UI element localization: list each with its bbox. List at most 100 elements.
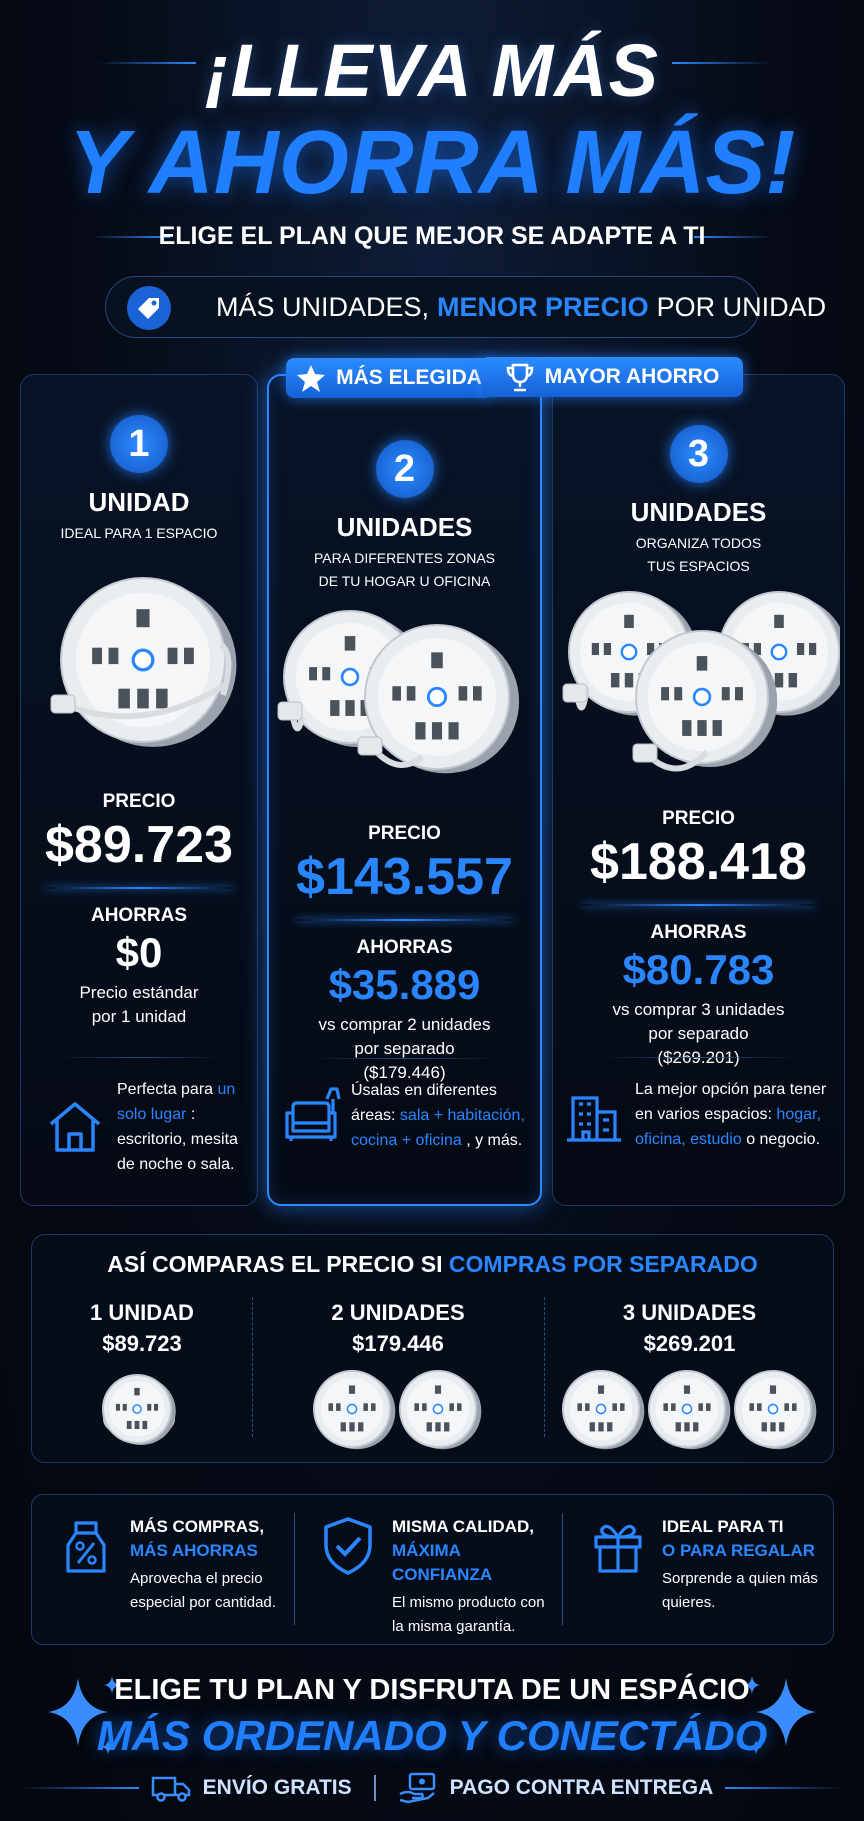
glow-divider	[582, 904, 815, 906]
savings-label: AHORRAS	[90, 905, 188, 926]
description-text: La mejor opción para tener en varios esp…	[635, 1077, 828, 1152]
plan-card: 1 UNIDAD IDEAL PARA 1 ESPACIO PRECIO $89.72…	[20, 374, 258, 1206]
price-label: PRECIO	[368, 823, 441, 844]
price: $143.557	[296, 848, 513, 906]
comparison-title: ASÍ COMPARAS EL PRECIO SI COMPRAS POR SE…	[32, 1251, 833, 1278]
plan-subtitle-line: TUS ESPACIOS	[647, 558, 750, 574]
comparison-item: 1 UNIDAD $89.723	[32, 1297, 252, 1461]
benefit-description: Aprovecha el precio especial por cantida…	[130, 1570, 276, 1611]
savings: $0	[115, 929, 163, 976]
benefit-icon	[324, 1517, 372, 1575]
benefit-icon	[66, 1521, 106, 1573]
savings-label: AHORRAS	[650, 922, 747, 943]
payment-icon	[399, 1772, 435, 1804]
product-image	[277, 610, 520, 774]
truck-icon	[151, 1776, 190, 1802]
plan-description: La mejor opción para tener en varios esp…	[563, 1077, 834, 1152]
price-label: PRECIO	[102, 791, 176, 812]
comparison-price: $269.201	[643, 1331, 736, 1356]
description-highlight: un solo lugar	[117, 1081, 236, 1123]
glow-divider	[44, 887, 234, 889]
price: $188.418	[590, 833, 807, 891]
deco-line	[96, 62, 196, 64]
shipping: ENVÍO GRATIS	[202, 1776, 352, 1799]
plan-title: UNIDADES	[630, 497, 767, 527]
footer-highlight: MÁS ORDENADO Y CONECTÁDO	[96, 1712, 768, 1759]
savings-note: vs comprar 2 unidades por separado ($179.4…	[319, 1013, 491, 1085]
deco-line	[18, 1787, 139, 1789]
savings-note-line: por separado	[354, 1039, 455, 1058]
payment: PAGO CONTRA ENTREGA	[449, 1776, 714, 1799]
deco-line	[694, 236, 774, 238]
description-icon	[285, 1086, 341, 1141]
divider	[562, 1513, 563, 1625]
subtitle: ELIGE EL PLAN QUE MEJOR SE ADAPTE A TI	[158, 222, 706, 250]
description-part: , y más.	[466, 1132, 523, 1149]
comparison-title-highlight: COMPRAS POR SEPARADO	[448, 1251, 758, 1277]
badge-icon	[506, 363, 533, 392]
plan-title: UNIDADES	[336, 512, 473, 542]
savings-note: Precio estándar por 1 unidad	[79, 981, 198, 1029]
benefit-text: IDEAL PARA TI O PARA REGALAR Sorprende a q…	[662, 1515, 822, 1615]
plan-number: 2	[375, 440, 434, 498]
plan-subtitle-line: ORGANIZA TODOS	[635, 535, 762, 551]
separator	[596, 1057, 801, 1058]
product-image	[562, 591, 840, 772]
savings: $35.889	[328, 961, 481, 1008]
banner-text: MÁS UNIDADES,	[216, 291, 430, 322]
description-part: Perfecta para	[117, 1081, 214, 1098]
deco-line	[725, 1787, 846, 1789]
benefit: IDEAL PARA TI O PARA REGALAR Sorprende a q…	[588, 1515, 818, 1615]
description-icon	[567, 1095, 621, 1142]
plan-subtitle-line: IDEAL PARA 1 ESPACIO	[60, 525, 218, 541]
plan-subtitle: PARA DIFERENTES ZONAS DE TU HOGAR U OFICI…	[314, 547, 495, 593]
plan-card: MAYOR AHORRO 3 UNIDADES ORGANIZA TODOS TUS E…	[481, 357, 845, 1206]
title-highlight: Y AHORRA MÁS!	[68, 113, 796, 213]
comparison-price: $89.723	[102, 1331, 182, 1356]
comparison: ASÍ COMPARAS EL PRECIO SI COMPRAS POR SE…	[31, 1234, 834, 1463]
savings-note-line: Precio estándar	[79, 983, 199, 1002]
benefit: MISMA CALIDAD, MÁXIMA CONFIANZA El mismo p…	[318, 1515, 548, 1639]
benefit-description: Sorprende a quien más quieres.	[662, 1570, 818, 1611]
description-text: Úsalas en diferentes áreas: sala + habit…	[351, 1078, 526, 1153]
sparkles	[744, 1676, 816, 1754]
benefit-text: MISMA CALIDAD, MÁXIMA CONFIANZA El mismo p…	[392, 1515, 552, 1639]
price: $89.723	[45, 816, 233, 874]
plan-card: MÁS ELEGIDA 2 UNIDADES PARA DIFERENTES ZONA…	[267, 358, 542, 1206]
benefit: MÁS COMPRAS, MÁS AHORRAS Aprovecha el prec…	[56, 1515, 286, 1615]
price-label: PRECIO	[662, 808, 735, 829]
description-part: : escritorio, mesita de noche o sala.	[117, 1106, 238, 1173]
benefits: MÁS COMPRAS, MÁS AHORRAS Aprovecha el prec…	[31, 1494, 834, 1645]
savings: $80.783	[622, 946, 775, 993]
separator	[373, 1775, 376, 1801]
savings-note: vs comprar 3 unidades por separado ($269.2…	[613, 998, 785, 1070]
comparison-image	[102, 1374, 176, 1446]
footer-features: ENVÍO GRATIS PAGO CONTRA ENTREGA	[0, 1772, 864, 1804]
benefit-title: MÁS COMPRAS,	[130, 1517, 265, 1536]
product-image	[50, 577, 237, 747]
description-text: Perfecta para un solo lugar : escritorio…	[117, 1077, 247, 1177]
banner-text: POR UNIDAD	[656, 291, 827, 322]
benefit-text: MÁS COMPRAS, MÁS AHORRAS Aprovecha el prec…	[130, 1515, 290, 1615]
footer-text: ELIGE TU PLAN Y DISFRUTA DE UN ESPÁCIO	[114, 1674, 750, 1706]
comparison-label: 1 UNIDAD	[90, 1300, 194, 1325]
savings-note-line: vs comprar 3 unidades	[612, 1000, 785, 1019]
benefit-highlight: MÁXIMA CONFIANZA	[392, 1541, 493, 1584]
comparison-title-text: ASÍ COMPARAS EL PRECIO SI	[107, 1251, 443, 1277]
description-part: o negocio.	[746, 1131, 821, 1148]
title: ¡LLEVA MÁS	[205, 29, 659, 112]
savings-note-line: por 1 unidad	[91, 1007, 187, 1026]
comparison-item: 3 UNIDADES $269.201	[544, 1297, 835, 1461]
badge-icon	[297, 365, 326, 392]
savings-note-line: ($179.446)	[363, 1063, 446, 1082]
description-highlight: sala + habitación, cocina + oficina	[351, 1107, 525, 1149]
description-highlight: hogar, oficina, estudio	[635, 1106, 821, 1148]
savings-note-line: vs comprar 2 unidades	[318, 1015, 491, 1034]
savings-note-line: por separado	[648, 1024, 749, 1043]
benefit-title: IDEAL PARA TI	[662, 1517, 784, 1536]
comparison-label: 3 UNIDADES	[622, 1300, 757, 1325]
plan-number: 3	[669, 425, 728, 483]
divider	[294, 1513, 295, 1625]
plan-subtitle: IDEAL PARA 1 ESPACIO	[61, 522, 218, 545]
